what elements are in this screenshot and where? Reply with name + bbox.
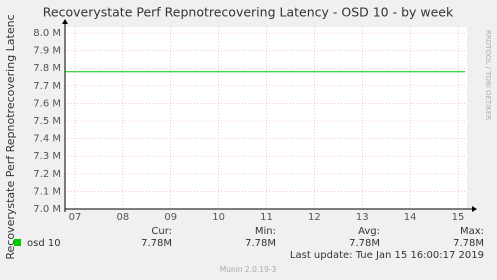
y-tick-label: 7.3 M [33, 151, 61, 162]
y-tick-label: 7.9 M [33, 46, 61, 57]
x-tick-label: 07 [69, 212, 82, 223]
chart-title: Recoverystate Perf Repnotrecovering Late… [43, 5, 454, 20]
plot-area [65, 27, 467, 209]
x-tick-label: 15 [452, 212, 465, 223]
stat-value: 7.78M [349, 238, 380, 249]
stat-header: Avg: [358, 226, 380, 237]
last-update: Last update: Tue Jan 15 16:00:17 2019 [290, 250, 484, 261]
y-axis-arrow [62, 19, 68, 24]
y-tick-label: 7.5 M [33, 116, 61, 127]
y-tick-label: 7.7 M [33, 81, 61, 92]
legend-label: osd 10 [27, 238, 61, 249]
x-tick-label: 08 [117, 212, 130, 223]
stat-value: 7.78M [453, 238, 484, 249]
stat-header: Min: [255, 226, 276, 237]
y-tick-label: 7.8 M [33, 63, 61, 74]
x-tick-label: 10 [212, 212, 225, 223]
x-tick-label: 09 [164, 212, 177, 223]
footer: Munin 2.0.19-3 [220, 265, 277, 274]
y-tick-label: 7.1 M [33, 186, 61, 197]
side-text: RRDTOOL / TOBI OETIKER [484, 30, 492, 120]
x-axis-arrow [472, 206, 477, 212]
legend-swatch [14, 239, 21, 246]
y-axis-label: Recoverystate Perf Repnotrecovering Late… [4, 14, 17, 259]
x-tick-label: 14 [404, 212, 417, 223]
x-tick-label: 13 [356, 212, 369, 223]
stat-value: 7.78M [141, 238, 172, 249]
y-tick-label: 8.0 M [33, 28, 61, 39]
y-tick-label: 7.0 M [33, 204, 61, 215]
y-tick-label: 7.4 M [33, 134, 61, 145]
y-tick-label: 7.2 M [33, 169, 61, 180]
x-tick-label: 12 [308, 212, 321, 223]
stat-header: Cur: [151, 226, 172, 237]
y-tick-label: 7.6 M [33, 98, 61, 109]
stat-value: 7.78M [245, 238, 276, 249]
x-tick-label: 11 [260, 212, 273, 223]
stat-header: Max: [460, 226, 484, 237]
